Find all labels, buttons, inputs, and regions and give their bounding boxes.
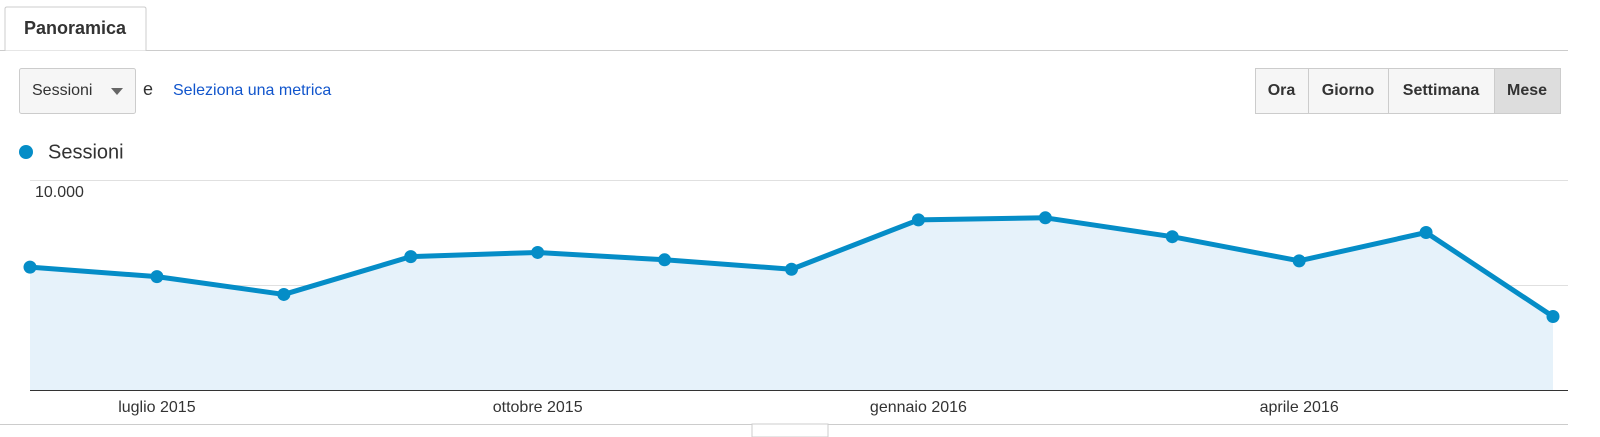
x-tick-label: gennaio 2016	[870, 399, 967, 416]
point	[1292, 254, 1306, 268]
x-tick-label: ottobre 2015	[493, 399, 583, 416]
dropdown-arrow	[111, 88, 123, 95]
period-group: Ora Giorno Settimana Mese	[1255, 68, 1561, 114]
scroll-handle[interactable]	[751, 423, 829, 437]
period-button-label[interactable]: Mese	[1507, 82, 1547, 99]
point	[1165, 230, 1179, 244]
period-button-label[interactable]: Ora	[1268, 82, 1296, 99]
period-button-label[interactable]: Giorno	[1322, 82, 1375, 99]
point	[1546, 310, 1560, 323]
tab-label[interactable]: Panoramica	[24, 18, 127, 38]
dropdown-label[interactable]: Sessioni	[32, 82, 92, 99]
point	[1419, 226, 1433, 239]
legend-label: Sessioni	[48, 141, 124, 163]
tab[interactable]	[4, 6, 147, 51]
y-tick-label: 10.000	[35, 184, 84, 201]
point	[23, 260, 37, 274]
conjunction: e	[143, 79, 153, 99]
metric-link[interactable]: Seleziona una metrica	[173, 82, 331, 99]
area	[30, 217, 1553, 390]
point	[531, 245, 545, 259]
metric-dropdown[interactable]	[19, 68, 136, 114]
legend-marker	[19, 145, 33, 159]
point	[277, 287, 291, 301]
point	[658, 253, 672, 267]
period-button-label[interactable]: Settimana	[1403, 82, 1480, 99]
point	[1038, 211, 1052, 225]
period-button[interactable]	[1494, 68, 1561, 114]
point	[150, 270, 164, 284]
point	[785, 262, 798, 276]
point	[911, 213, 925, 227]
period-button[interactable]	[1388, 68, 1495, 114]
x-tick-label: aprile 2016	[1260, 399, 1339, 416]
x-tick-label: luglio 2015	[118, 399, 196, 416]
period-button[interactable]	[1308, 68, 1389, 114]
point	[404, 250, 418, 264]
